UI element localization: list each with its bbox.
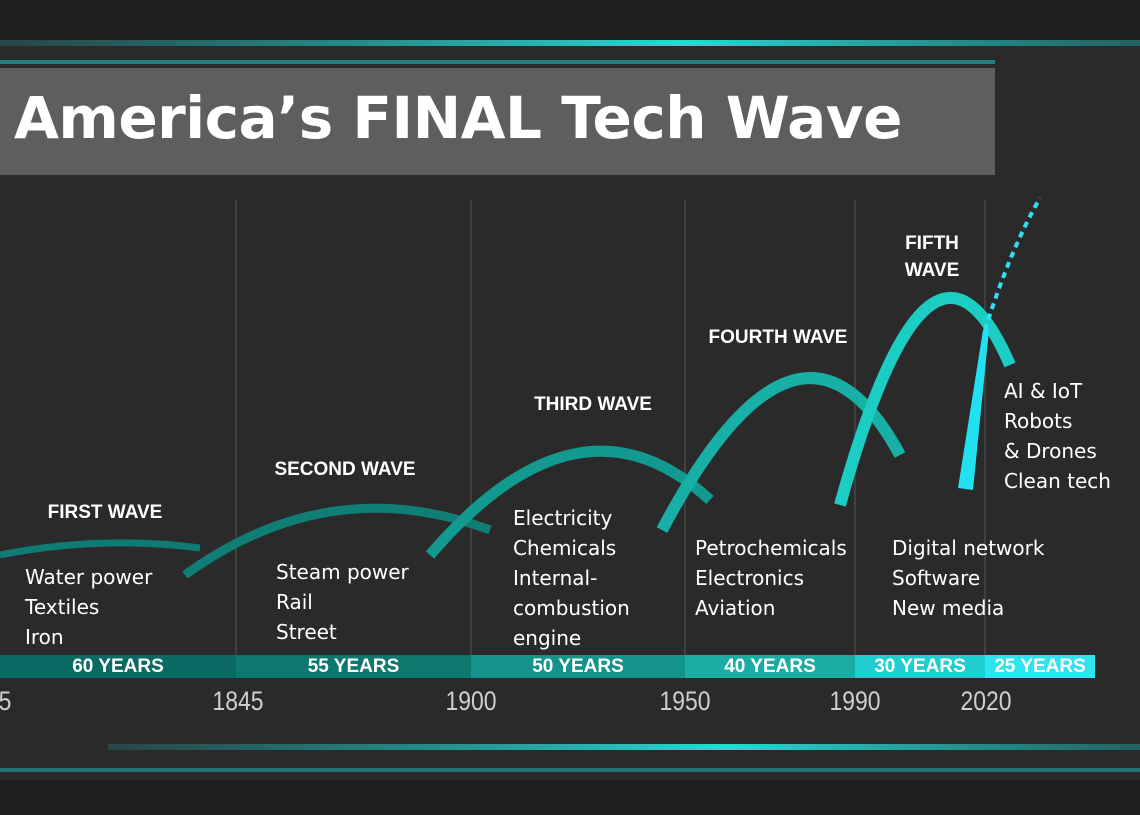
item: Steam power [276, 560, 409, 584]
item: Iron [25, 625, 64, 649]
top-stripe [0, 40, 1140, 46]
wave-name: SECOND WAVE [274, 459, 416, 480]
year-label: 2020 [960, 686, 1012, 716]
item: Electricity [513, 506, 613, 530]
item: Aviation [695, 596, 776, 620]
item: Clean tech [1004, 469, 1111, 493]
year-label: 1845 [212, 686, 264, 716]
item: Chemicals [513, 536, 617, 560]
year-label: 1990 [829, 686, 881, 716]
year-label: 1900 [445, 686, 497, 716]
item: New media [892, 596, 1005, 620]
bottom-stripe [108, 744, 1140, 750]
duration: 25 YEARS [985, 655, 1095, 678]
item: engine [513, 626, 582, 650]
item: Electronics [695, 566, 805, 590]
title-box [0, 68, 995, 175]
year-label: 5 [0, 686, 11, 717]
duration: 60 YEARS [0, 655, 236, 678]
item: Digital network [892, 536, 1045, 560]
wave-items: Water power Textiles Iron [25, 562, 152, 652]
duration: 55 YEARS [236, 655, 471, 678]
wave-name: FIRST WAVE [47, 502, 163, 523]
year-label: 1950 [659, 686, 711, 716]
item: Textiles [25, 595, 100, 619]
wave-name: FIFTH WAVE [904, 233, 960, 281]
wave-curves [0, 197, 1042, 579]
item: Petrochemicals [695, 536, 847, 560]
duration: 30 YEARS [855, 655, 985, 678]
item: Rail [276, 590, 313, 614]
item: combustion [513, 596, 630, 620]
title: America’s FINAL Tech Wave [14, 84, 902, 152]
item: & Drones [1004, 439, 1097, 463]
wave-items: Steam power Rail Street [276, 557, 409, 647]
item: Software [892, 566, 981, 590]
item: Water power [25, 565, 153, 589]
item: Robots [1004, 409, 1073, 433]
wave-items: Petrochemicals Electronics Aviation [695, 533, 847, 623]
duration: 40 YEARS [685, 655, 855, 678]
wave-items: AI & IoT Robots & Drones Clean tech [1004, 376, 1111, 496]
item: Internal- [513, 566, 598, 590]
wave-name: THIRD WAVE [534, 394, 652, 415]
item: AI & IoT [1004, 379, 1083, 403]
duration: 50 YEARS [471, 655, 685, 678]
dividers [235, 200, 986, 655]
wave-items: Digital network Software New media [892, 533, 1044, 623]
item: Street [276, 620, 337, 644]
wave-name: FOURTH WAVE [708, 327, 848, 348]
wave-items: Electricity Chemicals Internal-combustion e… [513, 503, 630, 653]
